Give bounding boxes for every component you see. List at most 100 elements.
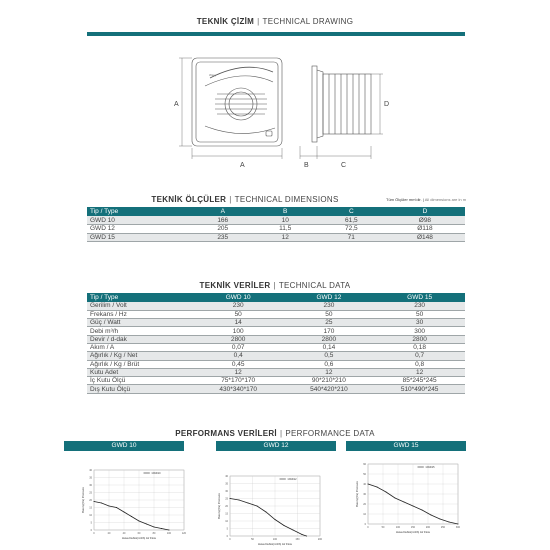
title-en: TECHNICAL DIMENSIONS <box>234 195 339 204</box>
table-cell: 230 <box>374 302 465 311</box>
perf-tab-gwd10: GWD 10 <box>64 441 184 451</box>
x-tick-label: 0 <box>367 526 369 529</box>
table-cell: 0,8 <box>374 360 465 369</box>
title-tr: PERFORMANS VERİLERİ <box>175 429 277 438</box>
table-cell: Ø148 <box>384 233 465 242</box>
x-axis-label: Hava Debisi(m3/h) Air Flow <box>122 536 157 540</box>
table-cell: Ağırlık / Kg / Brüt <box>87 360 193 369</box>
dimensions-note: Tüm Ölçüler mm'dir. | All dimensions are… <box>386 197 466 202</box>
dimensions-table: Tip / Type A B C D GWD 10 166 10 61,5 Ø9… <box>87 207 465 242</box>
title-sep: | <box>273 281 276 290</box>
data-point <box>153 526 155 528</box>
table-cell: 300 <box>374 326 465 336</box>
table-cell: 230 <box>283 302 375 311</box>
data-point <box>123 511 125 513</box>
table-cell: GWD 12 <box>87 224 193 234</box>
table-cell: İç Kutu Ölçü <box>87 376 193 386</box>
table-cell: 11,5 <box>252 224 318 234</box>
note-sep: | <box>422 197 424 202</box>
title-sep: | <box>229 195 232 204</box>
dimension-d <box>371 73 383 135</box>
perf-chart-gwd15: 0 10 20 30 40 50 60 0 50 100 150 200 250 300 Hava Debi… <box>350 460 470 540</box>
y-tick-label: 50 <box>363 473 366 476</box>
table-cell: 2800 <box>283 335 375 345</box>
table-row: İç Kutu Ölçü 75*170*170 90*210*210 85*245*2… <box>87 376 465 386</box>
data-point <box>283 525 285 526</box>
data-point <box>108 505 110 507</box>
y-axis-label: Basınç(Pa) Pressure <box>81 487 85 513</box>
table-row: Frekans / Hz 50 50 50 <box>87 310 465 320</box>
tech-section-title: TEKNİK VERİLER | TECHNICAL DATA <box>0 281 550 290</box>
col-header: GWD 15 <box>374 293 465 302</box>
y-tick-label: 20 <box>225 505 228 508</box>
y-tick-label: 15 <box>89 507 92 510</box>
table-cell: 14 <box>192 318 284 328</box>
dimension-a-vertical <box>179 57 192 147</box>
table-cell: 230 <box>192 302 284 311</box>
dims-section-title: TEKNİK ÖLÇÜLER | TECHNICAL DIMENSIONS <box>0 195 520 204</box>
table-cell: 170 <box>283 326 375 336</box>
y-axis-label: Basınç(Pa) Pressure <box>217 493 221 519</box>
col-header: GWD 10 <box>192 293 284 302</box>
y-tick-label: 40 <box>363 483 366 486</box>
table-row: Gerilim / Volt 230 230 230 <box>87 302 465 311</box>
perf-chart-gwd10: 0 5 10 15 20 25 30 35 40 0 20 40 60 80 100 120 Hava Debi… <box>76 466 196 546</box>
x-tick-label: 100 <box>273 538 278 541</box>
technical-data-table: Tip / Type GWD 10 GWD 12 GWD 15 Gerilim … <box>87 293 465 394</box>
table-row: Akım / A 0,07 0,14 0,18 <box>87 343 465 353</box>
table-cell: Frekans / Hz <box>87 310 193 320</box>
table-cell: 0,7 <box>374 351 465 361</box>
x-tick-label: 100 <box>167 532 172 535</box>
legend-label: GWD10 <box>152 472 162 475</box>
x-tick-label: 50 <box>382 526 385 529</box>
data-point <box>394 497 396 499</box>
table-cell: 0,45 <box>192 360 284 369</box>
data-point <box>292 529 294 531</box>
note-en: All dimensions are in m <box>424 197 467 202</box>
y-tick-label: 5 <box>227 528 229 531</box>
data-point <box>247 502 249 504</box>
col-header: A <box>192 207 253 216</box>
legend-label: GWD15 <box>426 466 436 469</box>
data-point <box>131 516 132 517</box>
table-cell: Debi m³/h <box>87 326 193 336</box>
col-header: C <box>317 207 385 216</box>
table-cell: 30 <box>374 318 465 328</box>
x-tick-label: 0 <box>229 538 231 541</box>
y-tick-label: 25 <box>89 492 92 495</box>
title-en: PERFORMANCE DATA <box>285 429 375 438</box>
data-point <box>265 511 267 513</box>
dimension-b-c <box>299 146 372 159</box>
y-tick-label: 10 <box>89 514 92 517</box>
data-point <box>274 519 276 520</box>
front-view <box>191 57 283 147</box>
table-row: Dış Kutu Ölçü 430*340*170 540*420*210 510*4… <box>87 384 465 394</box>
y-tick-label: 40 <box>225 475 228 478</box>
x-tick-label: 100 <box>396 526 401 529</box>
note-tr: Tüm Ölçüler mm'dir. <box>386 197 422 202</box>
table-cell: Ø118 <box>384 224 465 234</box>
table-cell: 166 <box>192 216 253 225</box>
data-point <box>421 509 423 511</box>
data-point <box>256 505 258 507</box>
table-cell: 205 <box>192 224 253 234</box>
table-row: GWD 10 166 10 61,5 Ø98 <box>87 216 465 225</box>
table-cell: 100 <box>192 326 284 336</box>
table-cell: 540*420*210 <box>283 384 375 394</box>
data-point <box>101 502 102 504</box>
brand-logo: Wavy <box>209 73 217 77</box>
x-tick-label: 200 <box>318 538 323 541</box>
table-row: Devir / d-dak 2800 2800 2800 <box>87 335 465 345</box>
table-cell: 50 <box>283 310 375 320</box>
data-point <box>439 518 441 520</box>
col-header: B <box>252 207 318 216</box>
table-cell: Güç / Watt <box>87 318 193 328</box>
perf-chart-gwd12: 0 5 10 15 20 25 30 35 40 0 50 100 150 200 Hava Debisi(… <box>212 472 332 550</box>
data-point <box>301 534 303 535</box>
y-tick-label: 25 <box>225 498 228 501</box>
table-cell: 235 <box>192 233 253 242</box>
table-cell: 90*210*210 <box>283 376 375 386</box>
table-cell: 0,4 <box>192 351 284 361</box>
